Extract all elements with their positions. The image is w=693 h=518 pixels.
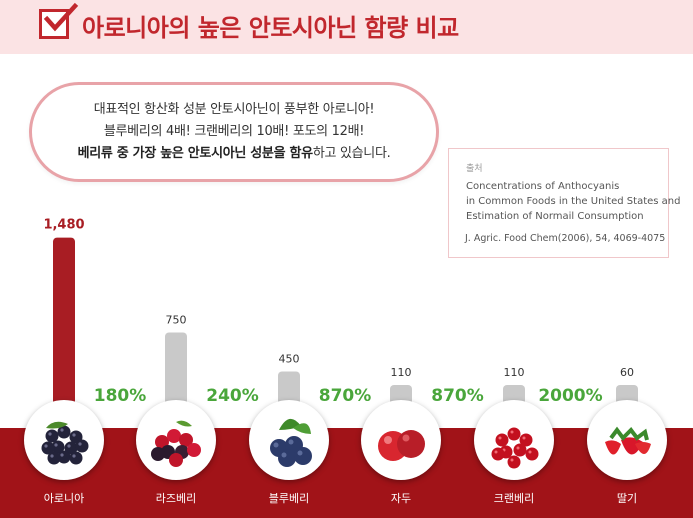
bar-value-label: 450 <box>279 353 300 366</box>
source-title-line: Estimation of Normail Consumption <box>466 211 644 222</box>
bar-value-label: 750 <box>166 314 187 327</box>
category-label: 라즈베리 <box>155 492 197 505</box>
bar-value-label: 110 <box>504 366 525 379</box>
speech-bubble: 대표적인 항산화 성분 안토시아닌이 풍부한 아로니아! 블루베리의 4배! 크… <box>29 82 439 182</box>
source-title: Concentrations of Anthocyanis in Common … <box>466 179 680 224</box>
bubble-line-3-bold: 베리류 중 가장 높은 안토시아닌 성분을 함유 <box>77 146 314 161</box>
aronia-berries-icon <box>24 400 104 480</box>
category-label: 자두 <box>390 492 412 505</box>
bar-value-label: 60 <box>620 366 634 379</box>
strawberry-icon <box>587 400 667 480</box>
raspberry-blackberry-icon <box>136 400 216 480</box>
ratio-label: 870% <box>318 386 372 406</box>
source-title-line: Concentrations of Anthocyanis <box>466 181 620 192</box>
page-title: 아로니아의 높은 안토시아닌 함량 비교 <box>82 14 459 42</box>
source-label: 출처 <box>466 164 483 174</box>
ratio-label: 870% <box>431 386 484 406</box>
plum-icon <box>361 400 441 480</box>
bar-value-label: 1,480 <box>43 218 84 233</box>
source-box: 출처 Concentrations of Anthocyanis in Comm… <box>448 148 680 258</box>
source-reference: J. Agric. Food Chem(2006), 54, 4069-4075 <box>465 233 666 244</box>
cranberry-icon <box>474 400 554 480</box>
check-mark-icon <box>43 2 79 32</box>
bubble-line-2: 블루베리의 4배! 크랜베리의 10배! 포도의 12배! <box>103 124 365 139</box>
bubble-line-3-rest: 하고 있습니다. <box>312 146 391 161</box>
bar-value-label: 110 <box>391 366 412 379</box>
header-banner <box>0 0 693 54</box>
ratio-label: 180% <box>93 386 147 406</box>
ratio-label: 2000% <box>538 386 603 406</box>
bubble-line-3: 베리류 중 가장 높은 안토시아닌 성분을 함유하고 있습니다. <box>32 142 436 161</box>
blueberry-icon <box>249 400 329 480</box>
bar-0 <box>53 237 75 440</box>
bubble-line-1: 대표적인 항산화 성분 안토시아닌이 풍부한 아로니아! <box>93 102 375 117</box>
category-label: 블루베리 <box>268 492 310 505</box>
source-title-line: in Common Foods in the United States and <box>466 196 681 207</box>
category-label: 크랜베리 <box>493 492 535 505</box>
category-label: 딸기 <box>616 492 638 505</box>
bottom-band <box>0 428 693 518</box>
ratio-label: 240% <box>206 386 259 406</box>
category-label: 아로니아 <box>43 492 85 505</box>
